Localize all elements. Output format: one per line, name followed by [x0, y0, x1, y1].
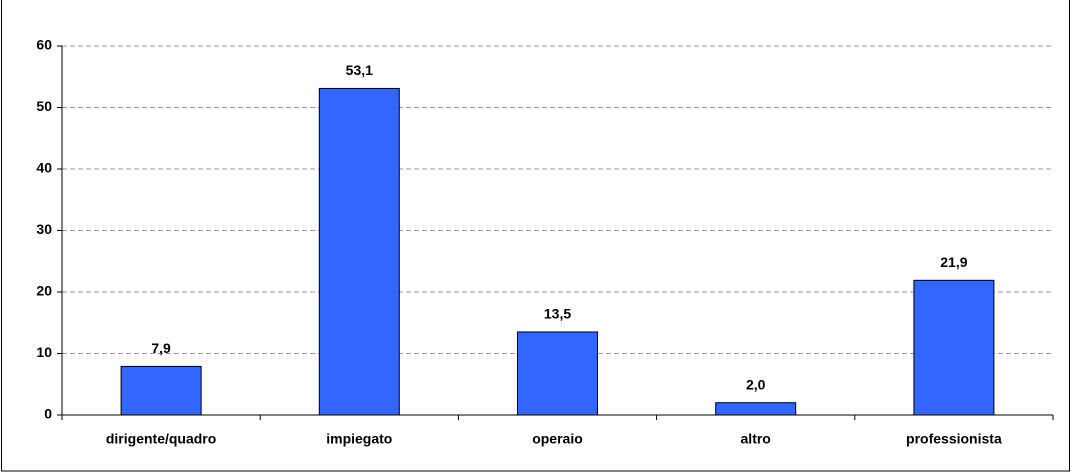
bar [517, 331, 598, 416]
x-tick-label: professionista [906, 431, 1002, 447]
x-tick-label: operaio [532, 431, 583, 447]
data-label: 53,1 [346, 62, 373, 78]
x-tick-label: impiegato [326, 431, 392, 447]
bar [715, 402, 797, 416]
x-tick-label: dirigente/quadro [106, 431, 216, 447]
y-tick-label: 60 [36, 37, 52, 53]
y-tick-label: 0 [44, 406, 52, 422]
y-tick-label: 20 [36, 283, 52, 299]
data-label: 21,9 [940, 254, 967, 270]
bar [120, 365, 202, 416]
bar [318, 87, 400, 416]
y-tick-label: 10 [36, 344, 52, 360]
x-tick-label: altro [741, 431, 771, 447]
data-label: 2,0 [746, 376, 766, 392]
y-tick-label: 40 [36, 160, 52, 176]
y-tick-label: 30 [36, 221, 52, 237]
bar [913, 279, 995, 416]
data-label: 7,9 [151, 340, 171, 356]
y-tick-label: 50 [36, 98, 52, 114]
data-label: 13,5 [544, 306, 571, 322]
